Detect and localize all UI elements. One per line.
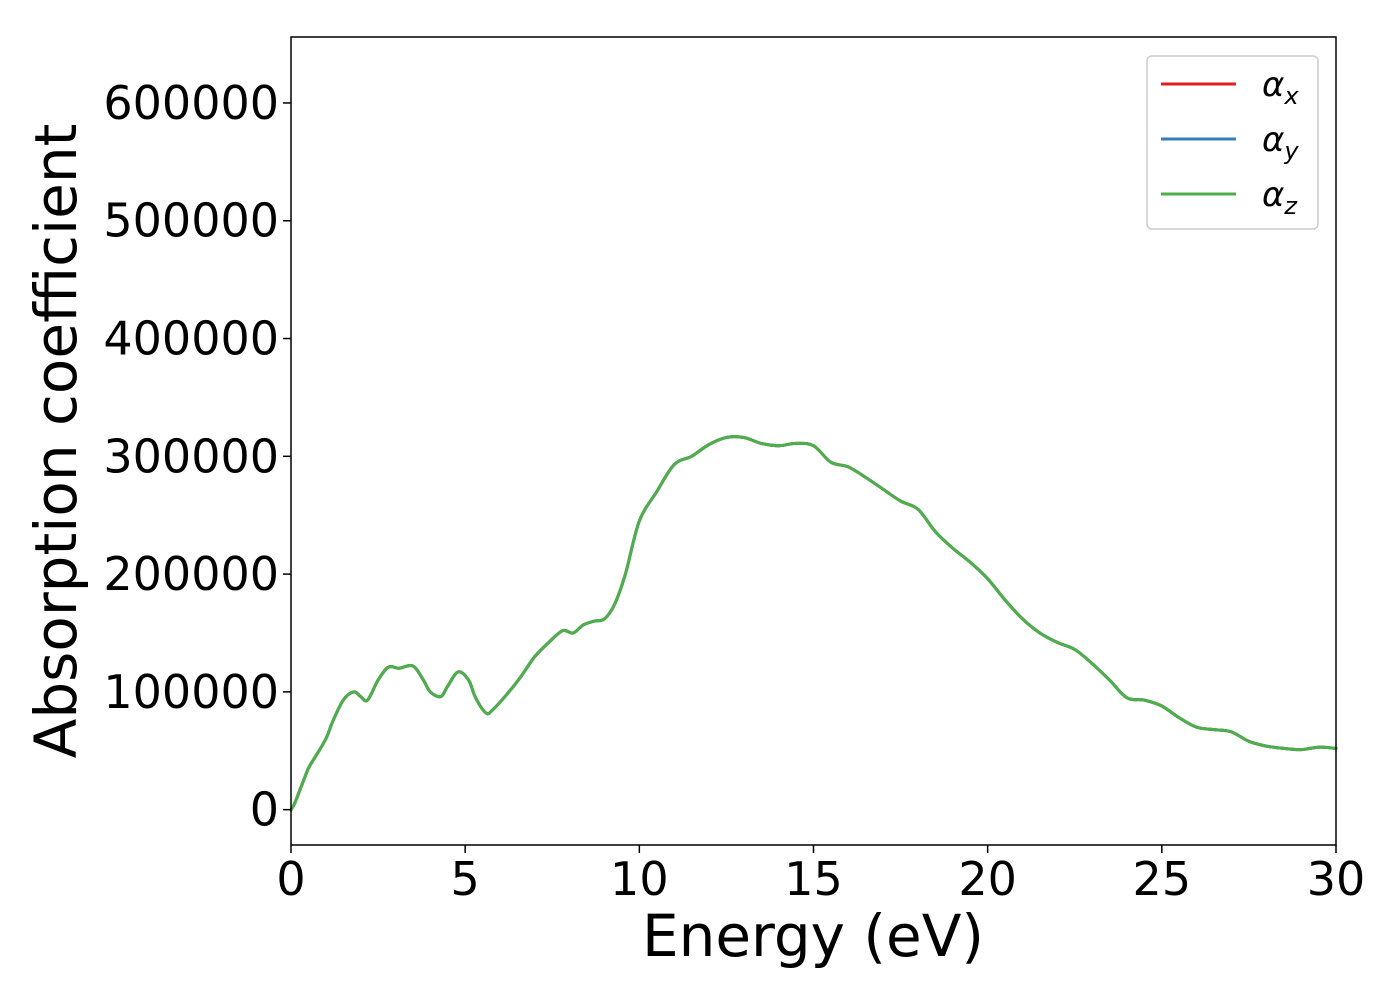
x-tick-label: 20	[958, 852, 1017, 906]
x-axis-label: Energy (eV)	[642, 902, 984, 970]
x-ticks: 0 5 10 15 20 25 30	[276, 845, 1365, 906]
y-tick-label: 300000	[103, 429, 279, 483]
x-tick-label: 10	[610, 852, 669, 906]
legend-label-alpha-y: αy	[1262, 120, 1299, 165]
y-tick-label: 600000	[103, 76, 279, 130]
x-tick-label: 15	[784, 852, 843, 906]
legend-items: αx αy αz	[1161, 65, 1299, 220]
y-tick-label: 500000	[103, 194, 279, 248]
y-ticks: 0 100000 200000 300000 400000 500000 600000	[103, 76, 291, 837]
y-tick-label: 200000	[103, 547, 279, 601]
y-axis-label: Absorption coefficient	[22, 124, 90, 759]
y-tick-label: 0	[250, 783, 279, 837]
x-tick-label: 5	[451, 852, 480, 906]
y-tick-label: 400000	[103, 312, 279, 366]
x-tick-label: 25	[1133, 852, 1192, 906]
legend-label-alpha-z: αz	[1262, 175, 1298, 220]
y-tick-label: 100000	[103, 665, 279, 719]
legend-frame	[1146, 55, 1319, 230]
legend-label-alpha-x: αx	[1262, 65, 1299, 110]
x-tick-label: 0	[276, 852, 305, 906]
series-layer	[289, 435, 1338, 812]
x-tick-label: 30	[1307, 852, 1366, 906]
series-line-alpha-z	[289, 435, 1338, 812]
legend: αx αy αz	[1146, 55, 1319, 230]
